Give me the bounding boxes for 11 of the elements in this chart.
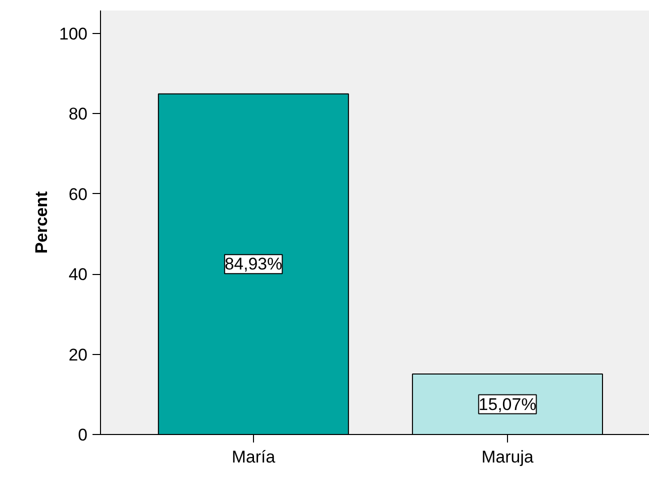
y-axis-title: Percent xyxy=(32,190,52,254)
x-tick-label: María xyxy=(232,448,276,466)
y-tick-label: 40 xyxy=(68,265,88,284)
y-tick-label: 60 xyxy=(68,184,88,204)
y-tick-label: 80 xyxy=(68,104,88,124)
y-tick-label: 100 xyxy=(59,24,88,44)
data-label: 84,93% xyxy=(224,254,282,274)
data-label: 15,07% xyxy=(478,394,536,414)
x-tick-label: Maruja xyxy=(482,448,534,466)
y-tick-label: 20 xyxy=(68,345,88,364)
y-tick-label: 0 xyxy=(78,426,88,444)
